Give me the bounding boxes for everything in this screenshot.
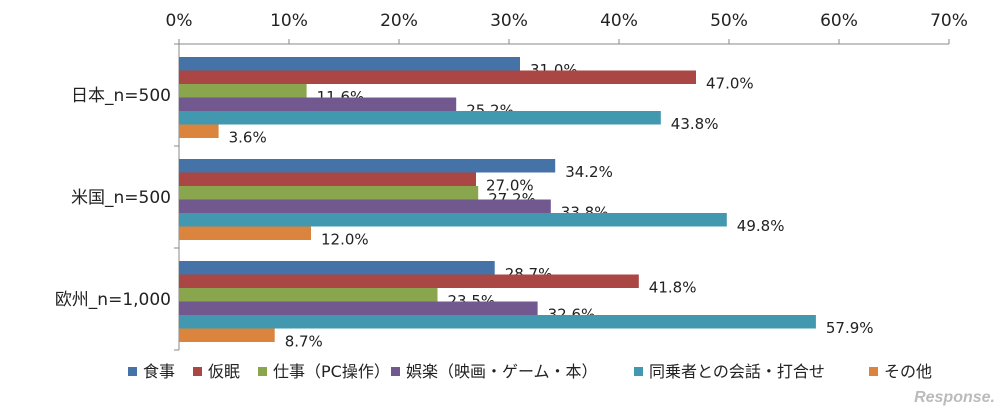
bar bbox=[179, 84, 307, 98]
bar bbox=[179, 186, 479, 200]
watermark-logo: Response. bbox=[914, 389, 995, 406]
bar bbox=[179, 315, 816, 329]
category-label: 欧州_n=1,000 bbox=[55, 290, 171, 310]
bar bbox=[179, 57, 520, 71]
legend-label: 食事 bbox=[143, 362, 175, 381]
data-label: 41.8% bbox=[649, 278, 697, 296]
bar bbox=[179, 70, 696, 84]
bar bbox=[179, 172, 476, 186]
legend-swatch bbox=[128, 367, 137, 376]
bar bbox=[179, 288, 438, 302]
data-label: 49.8% bbox=[737, 217, 785, 235]
data-label: 34.2% bbox=[565, 163, 613, 181]
data-label: 3.6% bbox=[229, 128, 267, 146]
legend-swatch bbox=[634, 367, 643, 376]
x-tick-label: 50% bbox=[710, 11, 748, 31]
category-label: 米国_n=500 bbox=[71, 188, 171, 208]
legend-swatch bbox=[391, 367, 400, 376]
bar bbox=[179, 159, 556, 173]
bar bbox=[179, 226, 311, 240]
x-tick-label: 30% bbox=[490, 11, 528, 31]
x-tick-label: 40% bbox=[600, 11, 638, 31]
data-label: 8.7% bbox=[285, 332, 323, 350]
bar bbox=[179, 328, 275, 342]
x-tick-label: 70% bbox=[930, 11, 968, 31]
data-label: 47.0% bbox=[706, 74, 754, 92]
data-label: 12.0% bbox=[321, 230, 369, 248]
legend-swatch bbox=[869, 367, 878, 376]
legend-label: 娯楽（映画・ゲーム・本） bbox=[406, 362, 598, 381]
legend-label: 仮眠 bbox=[208, 362, 240, 381]
category-label: 日本_n=500 bbox=[71, 86, 171, 106]
data-label: 27.0% bbox=[486, 176, 534, 194]
legend-swatch bbox=[193, 367, 202, 376]
bar bbox=[179, 301, 538, 315]
x-tick-label: 60% bbox=[820, 11, 858, 31]
bar bbox=[179, 213, 727, 227]
legend-label: 仕事（PC操作） bbox=[273, 362, 390, 381]
bar bbox=[179, 97, 457, 111]
bar bbox=[179, 111, 661, 125]
bar bbox=[179, 124, 219, 138]
x-tick-label: 20% bbox=[380, 11, 418, 31]
bar bbox=[179, 261, 495, 275]
bar bbox=[179, 199, 551, 213]
x-tick-label: 10% bbox=[270, 11, 308, 31]
bar bbox=[179, 274, 639, 288]
legend-label: その他 bbox=[884, 362, 932, 381]
data-label: 43.8% bbox=[671, 115, 719, 133]
x-tick-label: 0% bbox=[166, 11, 193, 31]
legend-label: 同乗者との会話・打合せ bbox=[649, 362, 825, 381]
data-label: 57.9% bbox=[826, 319, 874, 337]
legend-swatch bbox=[258, 367, 267, 376]
